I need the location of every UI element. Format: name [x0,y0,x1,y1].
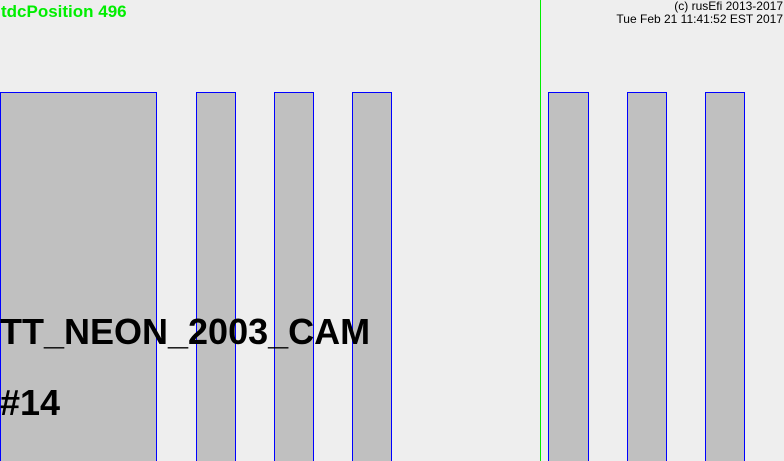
copyright-block: (c) rusEfi 2013-2017 Tue Feb 21 11:41:52… [616,0,783,26]
trigger-tooth-5 [548,92,589,461]
tdc-position-label: tdcPosition 496 [1,2,127,21]
trigger-tooth-6 [627,92,667,461]
tooth-group [0,92,745,461]
trigger-tooth-7 [705,92,745,461]
trigger-tooth-2 [196,92,236,461]
trigger-tooth-3 [274,92,314,461]
trigger-index-label: #14 [0,382,61,423]
trigger-tooth-1 [0,92,157,461]
trigger-name-label: TT_NEON_2003_CAM [0,311,371,352]
timestamp-text: Tue Feb 21 11:41:52 EST 2017 [616,12,783,26]
trigger-tooth-4 [352,92,392,461]
copyright-text: (c) rusEfi 2013-2017 [674,0,783,13]
